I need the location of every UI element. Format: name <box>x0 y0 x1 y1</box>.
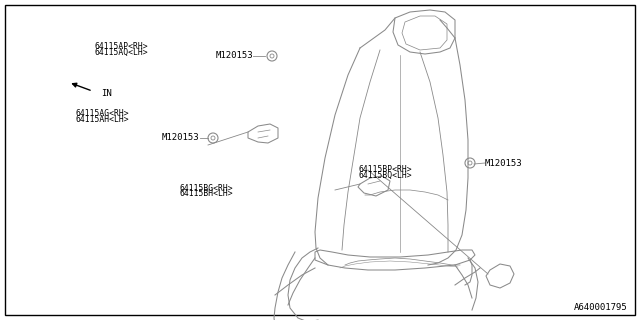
Text: 64115BH<LH>: 64115BH<LH> <box>179 189 233 198</box>
Text: M120153: M120153 <box>162 133 200 142</box>
Text: 64115AH<LH>: 64115AH<LH> <box>76 115 129 124</box>
Text: M120153: M120153 <box>485 159 523 168</box>
Text: 64115AP<RH>: 64115AP<RH> <box>95 42 148 51</box>
Text: IN: IN <box>101 89 111 98</box>
Text: 64115AQ<LH>: 64115AQ<LH> <box>95 48 148 57</box>
Text: A640001795: A640001795 <box>574 303 628 312</box>
Text: 64115BQ<LH>: 64115BQ<LH> <box>358 171 412 180</box>
Text: 64115BP<RH>: 64115BP<RH> <box>358 165 412 174</box>
Text: 64115BG<RH>: 64115BG<RH> <box>179 184 233 193</box>
Text: M120153: M120153 <box>215 52 253 60</box>
Text: 64115AG<RH>: 64115AG<RH> <box>76 109 129 118</box>
